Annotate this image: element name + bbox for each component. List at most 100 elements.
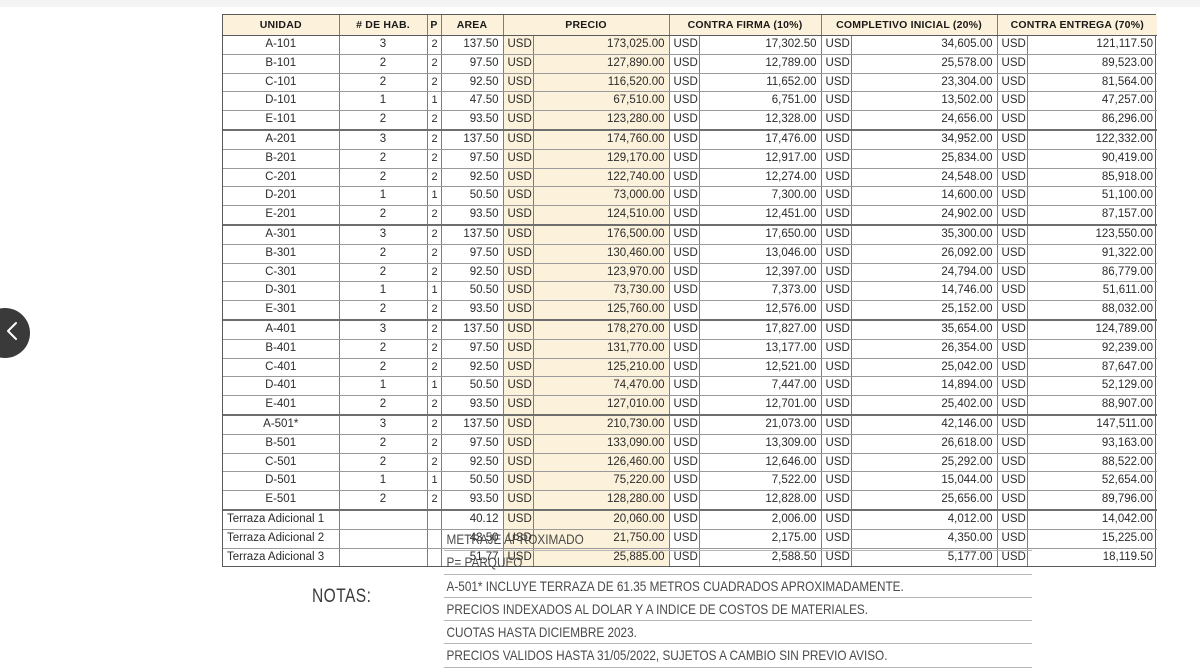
cell-unidad: A-401	[223, 319, 340, 340]
cell-parqueo	[426, 509, 442, 530]
cell-entrega-amount: 122,332.00	[1027, 129, 1158, 150]
cell-habitaciones: 3	[339, 35, 428, 55]
cell-habitaciones: 3	[339, 319, 428, 340]
cell-unidad: B-501	[223, 434, 340, 454]
cell-entrega-currency: USD	[996, 91, 1028, 112]
cell-habitaciones: 2	[339, 490, 428, 511]
cell-completivo-amount: 35,300.00	[851, 224, 998, 245]
cell-precio-currency: USD	[502, 358, 534, 378]
cell-firma-amount: 12,828.00	[699, 490, 822, 511]
cell-completivo-amount: 14,894.00	[851, 376, 998, 397]
cell-completivo-amount: 34,952.00	[851, 129, 998, 150]
cell-completivo-amount: 26,092.00	[851, 244, 998, 264]
cell-completivo-currency: USD	[820, 205, 852, 226]
header-contra-firma: CONTRA FIRMA (10%)	[668, 15, 822, 36]
cell-precio-currency: USD	[502, 281, 534, 302]
cell-firma-amount: 21,073.00	[699, 414, 822, 435]
cell-precio-amount: 128,280.00	[533, 490, 670, 511]
cell-firma-amount: 12,451.00	[699, 205, 822, 226]
cell-area: 137.50	[441, 224, 504, 245]
cell-precio-amount: 124,510.00	[533, 205, 670, 226]
cell-entrega-currency: USD	[996, 300, 1028, 321]
table-row: E-401 2 2 93.50 USD 127,010.00 USD 12,701.00 USD…	[223, 395, 1158, 416]
cell-firma-currency: USD	[668, 339, 700, 359]
cell-habitaciones: 1	[339, 91, 428, 112]
cell-completivo-currency: USD	[820, 300, 852, 321]
cell-parqueo: 2	[426, 149, 442, 169]
cell-precio-currency: USD	[502, 129, 534, 150]
header-completivo-inicial: COMPLETIVO INICIAL (20%)	[820, 15, 998, 36]
cell-unidad: E-301	[223, 300, 340, 321]
cell-entrega-amount: 14,042.00	[1027, 509, 1158, 530]
table-row: D-201 1 1 50.50 USD 73,000.00 USD 7,300.00 USD 14…	[223, 186, 1158, 207]
cell-firma-currency: USD	[668, 35, 700, 55]
cell-unidad: Terraza Adicional 1	[223, 509, 340, 530]
cell-entrega-amount: 123,550.00	[1027, 224, 1158, 245]
cell-unidad: A-301	[223, 224, 340, 245]
cell-precio-currency: USD	[502, 395, 534, 416]
cell-firma-currency: USD	[668, 91, 700, 112]
cell-precio-amount: 178,270.00	[533, 319, 670, 340]
cell-precio-amount: 131,770.00	[533, 339, 670, 359]
price-table-container: UNIDAD # DE HAB. P AREA PRECIO CONTRA FI…	[222, 14, 1158, 568]
cell-parqueo: 1	[426, 91, 442, 112]
notes-label: NOTAS:	[312, 586, 372, 607]
cell-completivo-amount: 25,042.00	[851, 358, 998, 378]
cell-completivo-amount: 25,402.00	[851, 395, 998, 416]
cell-habitaciones: 2	[339, 453, 428, 473]
header-precio: PRECIO	[502, 15, 670, 36]
cell-entrega-amount: 15,225.00	[1027, 529, 1158, 549]
cell-entrega-currency: USD	[996, 149, 1028, 169]
table-row: B-501 2 2 97.50 USD 133,090.00 USD 13,309.00 USD…	[223, 434, 1158, 454]
cell-completivo-amount: 25,656.00	[851, 490, 998, 511]
table-header-row: UNIDAD # DE HAB. P AREA PRECIO CONTRA FI…	[223, 15, 1158, 36]
cell-entrega-currency: USD	[996, 110, 1028, 131]
cell-completivo-currency: USD	[820, 73, 852, 93]
cell-parqueo: 2	[426, 244, 442, 264]
cell-unidad: B-301	[223, 244, 340, 264]
cell-completivo-currency: USD	[820, 91, 852, 112]
cell-firma-amount: 12,576.00	[699, 300, 822, 321]
cell-precio-amount: 116,520.00	[533, 73, 670, 93]
cell-firma-amount: 12,917.00	[699, 149, 822, 169]
cell-completivo-currency: USD	[820, 149, 852, 169]
cell-entrega-currency: USD	[996, 414, 1028, 435]
cell-precio-amount: 210,730.00	[533, 414, 670, 435]
cell-precio-amount: 174,760.00	[533, 129, 670, 150]
cell-habitaciones: 3	[339, 224, 428, 245]
cell-entrega-currency: USD	[996, 509, 1028, 530]
cell-parqueo: 2	[426, 110, 442, 131]
cell-firma-amount: 6,751.00	[699, 91, 822, 112]
cell-entrega-currency: USD	[996, 281, 1028, 302]
cell-entrega-amount: 88,032.00	[1027, 300, 1158, 321]
cell-unidad: C-301	[223, 263, 340, 283]
cell-parqueo: 2	[426, 73, 442, 93]
note-line: A-501* INCLUYE TERRAZA DE 61.35 METROS C…	[444, 575, 1032, 598]
cell-area: 137.50	[441, 414, 504, 435]
table-row: D-501 1 1 50.50 USD 75,220.00 USD 7,522.00 USD 15…	[223, 471, 1158, 492]
cell-entrega-currency: USD	[996, 548, 1028, 567]
cell-parqueo: 1	[426, 281, 442, 302]
table-row: A-401 3 2 137.50 USD 178,270.00 USD 17,827.00 US…	[223, 319, 1158, 340]
cell-firma-amount: 12,397.00	[699, 263, 822, 283]
cell-firma-currency: USD	[668, 434, 700, 454]
cell-habitaciones: 1	[339, 471, 428, 492]
cell-area: 93.50	[441, 395, 504, 416]
table-row: Terraza Adicional 2 43.50 USD 21,750.00 USD 2…	[223, 529, 1158, 549]
cell-parqueo: 2	[426, 129, 442, 150]
cell-parqueo: 2	[426, 434, 442, 454]
cell-unidad: D-501	[223, 471, 340, 492]
cell-firma-amount: 12,701.00	[699, 395, 822, 416]
cell-entrega-amount: 89,523.00	[1027, 54, 1158, 74]
cell-habitaciones: 2	[339, 110, 428, 131]
cell-precio-amount: 127,890.00	[533, 54, 670, 74]
cell-precio-amount: 129,170.00	[533, 149, 670, 169]
cell-area: 40.12	[441, 509, 504, 530]
cell-precio-currency: USD	[502, 91, 534, 112]
cell-firma-currency: USD	[668, 376, 700, 397]
cell-entrega-amount: 85,918.00	[1027, 168, 1158, 188]
cell-precio-amount: 73,000.00	[533, 186, 670, 207]
previous-slide-button[interactable]	[0, 308, 30, 358]
cell-completivo-currency: USD	[820, 358, 852, 378]
cell-precio-amount: 21,750.00	[533, 529, 670, 549]
